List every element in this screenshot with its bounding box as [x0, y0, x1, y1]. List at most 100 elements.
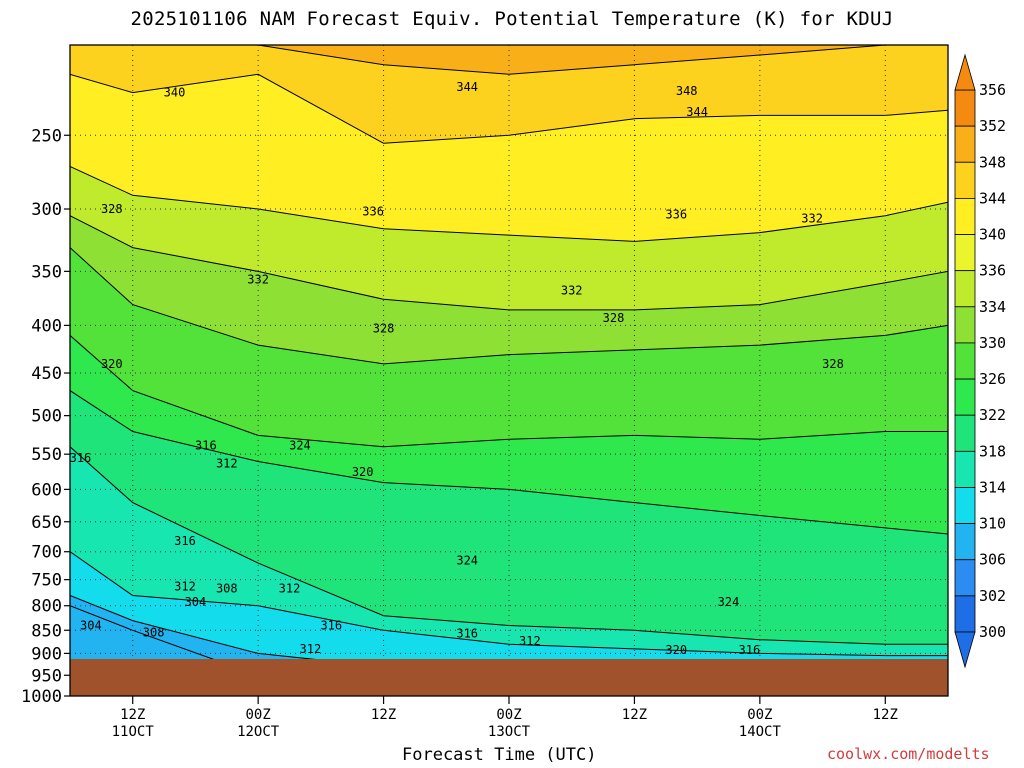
- y-tick-label: 750: [31, 571, 62, 591]
- contour-label: 328: [603, 311, 625, 325]
- contour-label: 324: [289, 438, 311, 452]
- x-tick-date: 14OCT: [739, 724, 782, 740]
- colorbar-band: [954, 523, 976, 561]
- colorbar-band: [954, 450, 976, 488]
- contour-label: 320: [352, 465, 374, 479]
- theta-band-320: [70, 335, 948, 534]
- y-tick-label: 550: [31, 445, 62, 465]
- contour-label: 316: [195, 438, 217, 452]
- contour-label: 316: [739, 643, 761, 657]
- colorbar-band: [954, 89, 976, 127]
- contour-label: 340: [164, 86, 186, 100]
- contour-label: 336: [665, 207, 687, 221]
- x-tick-label: 12Z: [371, 707, 396, 723]
- colorbar-label: 352: [979, 117, 1006, 135]
- colorbar-band: [954, 234, 976, 272]
- contour-label: 328: [373, 321, 395, 335]
- colorbar-band: [954, 487, 976, 525]
- isentrope-328: [70, 247, 948, 365]
- contour-label: 320: [665, 643, 687, 657]
- x-tick-date: 13OCT: [488, 724, 531, 740]
- contour-label: 324: [456, 553, 478, 567]
- colorbar-label: 300: [979, 623, 1006, 641]
- x-tick-label: 12Z: [622, 707, 647, 723]
- theta-band-308: [70, 551, 948, 659]
- colorbar: 356 352 348 344 340 336 334 330 326 322 318 314 310 3…: [954, 53, 1006, 669]
- contour-label: 312: [300, 642, 322, 656]
- colorbar-label: 322: [979, 406, 1006, 424]
- colorbar-label: 356: [979, 81, 1006, 99]
- chart-svg: 340 344 348 344 328 336 336 332 332 332 328 328 328 3…: [21, 44, 1006, 740]
- colorbar-band: [954, 306, 976, 344]
- colorbar-label: 310: [979, 515, 1006, 533]
- colorbar-label: 330: [979, 334, 1006, 352]
- pressure-axis: 250 300 350 400 450 500 550 600 650 700 750 800 850 9…: [21, 126, 70, 707]
- contour-label: 312: [279, 582, 301, 596]
- x-tick-label: 12Z: [120, 707, 145, 723]
- colorbar-label: 302: [979, 587, 1006, 605]
- theta-band-332: [70, 166, 948, 310]
- isentrope-312: [70, 551, 948, 657]
- ground-surface: [70, 659, 948, 696]
- y-tick-label: 800: [31, 597, 62, 617]
- y-tick-label: 500: [31, 407, 62, 427]
- colorbar-extend-bottom: [954, 631, 976, 669]
- colorbar-band: [954, 414, 976, 452]
- x-tick-label: 00Z: [747, 707, 772, 723]
- colorbar-label: 318: [979, 442, 1006, 460]
- contour-label: 344: [686, 105, 708, 119]
- contour-label: 320: [101, 357, 123, 371]
- contour-label: 316: [320, 618, 342, 632]
- y-tick-label: 950: [31, 666, 62, 686]
- contour-label: 304: [80, 618, 102, 632]
- contour-label: 304: [185, 595, 207, 609]
- y-tick-label: 250: [31, 126, 62, 146]
- x-tick-label: 00Z: [245, 707, 270, 723]
- y-tick-label: 600: [31, 480, 62, 500]
- isentrope-320: [70, 390, 948, 535]
- x-tick-date: 12OCT: [237, 724, 280, 740]
- theta-band-336: [70, 74, 948, 242]
- contour-label: 332: [801, 211, 823, 225]
- colorbar-band: [954, 161, 976, 199]
- colorbar-label: 348: [979, 153, 1006, 171]
- theta-band-328: [70, 215, 948, 364]
- theta-band-340: [70, 45, 948, 144]
- isentrope-304: [70, 605, 215, 659]
- colorbar-label: 340: [979, 226, 1006, 244]
- source-credit: coolwx.com/modelts: [827, 745, 990, 763]
- colorbar-label: 336: [979, 262, 1006, 280]
- contour-fills: [70, 45, 948, 659]
- colorbar-label: 344: [979, 189, 1006, 207]
- colorbar-band: [954, 197, 976, 235]
- contour-label: 308: [143, 626, 165, 640]
- colorbar-label: 326: [979, 370, 1006, 388]
- contour-label: 332: [561, 284, 583, 298]
- contour-label: 308: [216, 582, 238, 596]
- contour-label: 348: [676, 84, 698, 98]
- isentrope-308: [70, 595, 317, 659]
- y-tick-label: 300: [31, 200, 62, 220]
- y-tick-label: 850: [31, 621, 62, 641]
- theta-band-below-304: [70, 605, 213, 659]
- plot-area: 340 344 348 344 328 336 336 332 332 332 328 328 328 3…: [70, 45, 948, 659]
- colorbar-label: 314: [979, 478, 1006, 496]
- chart-title: 2025101106 NAM Forecast Equiv. Potential…: [130, 8, 894, 30]
- x-tick-label: 12Z: [873, 707, 898, 723]
- contour-label: 316: [456, 627, 478, 641]
- theta-band-344-plus: [70, 45, 948, 75]
- colorbar-band: [954, 342, 976, 380]
- y-tick-label: 900: [31, 644, 62, 664]
- theta-band-316: [70, 390, 948, 645]
- colorbar-band: [954, 270, 976, 308]
- contour-labels: 340 344 348 344 328 336 336 332 332 332 328 328 328 3…: [70, 80, 844, 657]
- colorbar-band: [954, 378, 976, 416]
- theta-band-324: [70, 247, 948, 447]
- y-tick-label: 1000: [21, 687, 62, 707]
- contour-label: 328: [101, 202, 123, 216]
- x-tick-date: 11OCT: [112, 724, 155, 740]
- y-tick-label: 650: [31, 513, 62, 533]
- y-tick-label: 350: [31, 262, 62, 282]
- colorbar-band: [954, 595, 976, 633]
- contour-label: 316: [174, 534, 196, 548]
